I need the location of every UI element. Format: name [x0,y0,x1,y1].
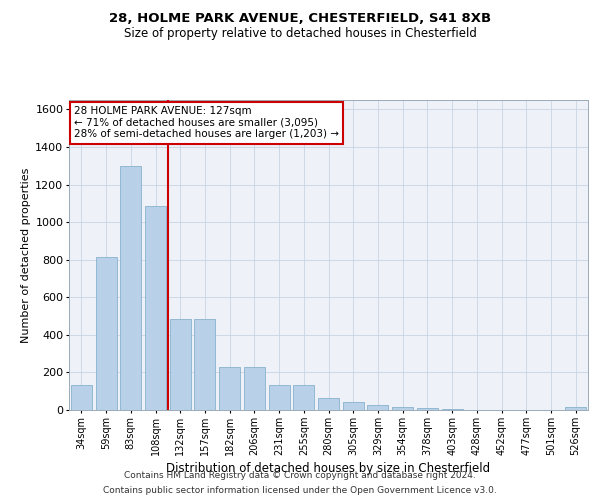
Bar [170,319,191,410]
Bar [417,408,438,410]
Bar [269,384,290,410]
Text: Size of property relative to detached houses in Chesterfield: Size of property relative to detached ho… [124,28,476,40]
Bar [442,409,463,410]
Bar [194,319,215,410]
Text: Contains public sector information licensed under the Open Government Licence v3: Contains public sector information licen… [103,486,497,495]
X-axis label: Distribution of detached houses by size in Chesterfield: Distribution of detached houses by size … [166,462,491,475]
Bar [392,407,413,410]
Bar [219,367,240,410]
Bar [95,257,116,410]
Text: 28 HOLME PARK AVENUE: 127sqm
← 71% of detached houses are smaller (3,095)
28% of: 28 HOLME PARK AVENUE: 127sqm ← 71% of de… [74,106,339,140]
Y-axis label: Number of detached properties: Number of detached properties [21,168,31,342]
Bar [145,206,166,410]
Bar [343,402,364,410]
Bar [120,166,141,410]
Text: 28, HOLME PARK AVENUE, CHESTERFIELD, S41 8XB: 28, HOLME PARK AVENUE, CHESTERFIELD, S41… [109,12,491,26]
Bar [71,384,92,410]
Bar [318,398,339,410]
Bar [565,407,586,410]
Bar [244,367,265,410]
Bar [367,404,388,410]
Bar [293,384,314,410]
Text: Contains HM Land Registry data © Crown copyright and database right 2024.: Contains HM Land Registry data © Crown c… [124,471,476,480]
